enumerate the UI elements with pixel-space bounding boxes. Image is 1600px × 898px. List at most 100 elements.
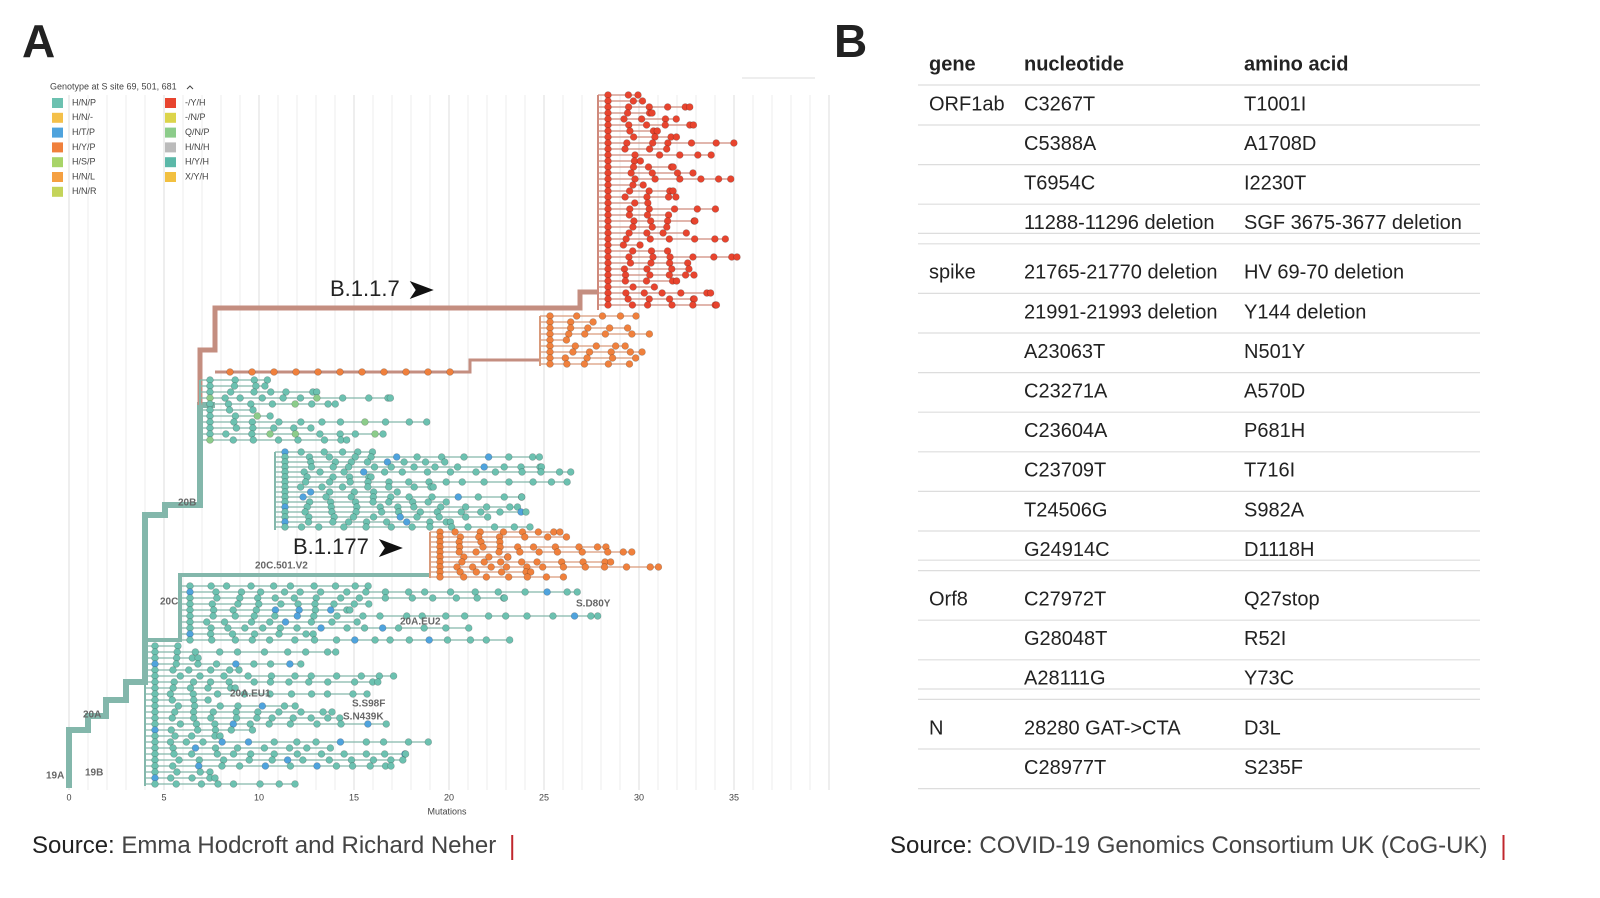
node [222,430,230,438]
node [442,624,450,632]
node [460,612,469,620]
node [332,672,341,680]
node [485,553,493,561]
node [533,558,541,566]
node [668,301,676,309]
node [315,523,323,531]
node [305,678,313,686]
node [332,762,341,770]
node [382,518,391,526]
node [299,493,307,501]
node [662,145,671,153]
node [621,342,629,350]
node [625,253,633,261]
node [291,400,299,408]
node [418,612,426,620]
node [360,468,368,476]
node [619,548,627,556]
node [233,744,242,752]
node [248,726,257,734]
node [402,368,410,376]
clade-label: 20A.EU2 [400,617,441,628]
node [309,630,317,638]
node [546,360,554,368]
node [670,205,679,213]
node [216,702,224,710]
node [292,368,300,376]
node [261,762,270,770]
node [628,247,637,255]
node [336,738,345,746]
node [266,690,274,698]
node [248,636,256,644]
node [446,368,454,376]
node [260,744,269,752]
node [197,780,206,788]
node [271,612,279,620]
node [294,436,302,444]
node [405,478,413,486]
node [608,354,617,362]
node [190,702,199,710]
node [706,289,715,297]
node [714,175,723,183]
node [643,211,652,219]
node [296,588,304,596]
x-tick-label: 0 [66,792,71,802]
node [636,241,644,249]
node [196,672,204,680]
node [399,756,407,764]
node [499,528,508,536]
node [330,600,338,608]
legend-swatch [52,127,63,138]
node [681,271,690,279]
node [250,612,258,620]
node [663,247,672,255]
node [691,217,699,225]
table-cell: T716I [1244,460,1295,482]
node [403,612,411,620]
node [429,594,437,602]
clade-label: S.S98F [352,699,385,710]
node [654,563,663,571]
node [214,780,222,788]
source: Source: COVID-19 Genomics Consortium UK … [890,832,1488,859]
node [204,684,212,692]
node [543,588,551,596]
node [224,624,232,632]
node [645,330,654,338]
node [420,624,428,632]
node [474,493,482,501]
node [213,750,222,758]
node [378,624,387,632]
node [206,630,215,638]
node [336,430,344,438]
node [193,726,202,734]
legend-label: -/N/P [185,112,206,122]
node [604,301,612,309]
node [505,478,513,486]
node [606,558,615,566]
node [460,453,468,461]
node [228,630,237,638]
node [626,259,635,267]
node [381,418,390,426]
node [253,412,261,420]
node [268,714,276,722]
node [563,588,571,596]
node [187,732,196,740]
node [314,368,322,376]
node [620,265,629,273]
node [648,223,656,231]
arrow [409,281,434,299]
node [598,312,607,320]
node [190,696,198,704]
node [400,458,408,466]
node [328,618,336,626]
node [231,612,239,620]
node [479,543,487,551]
node [316,588,325,596]
node [304,518,313,526]
table-cell: 21765-21770 deletion [1024,262,1218,284]
node [343,588,351,596]
